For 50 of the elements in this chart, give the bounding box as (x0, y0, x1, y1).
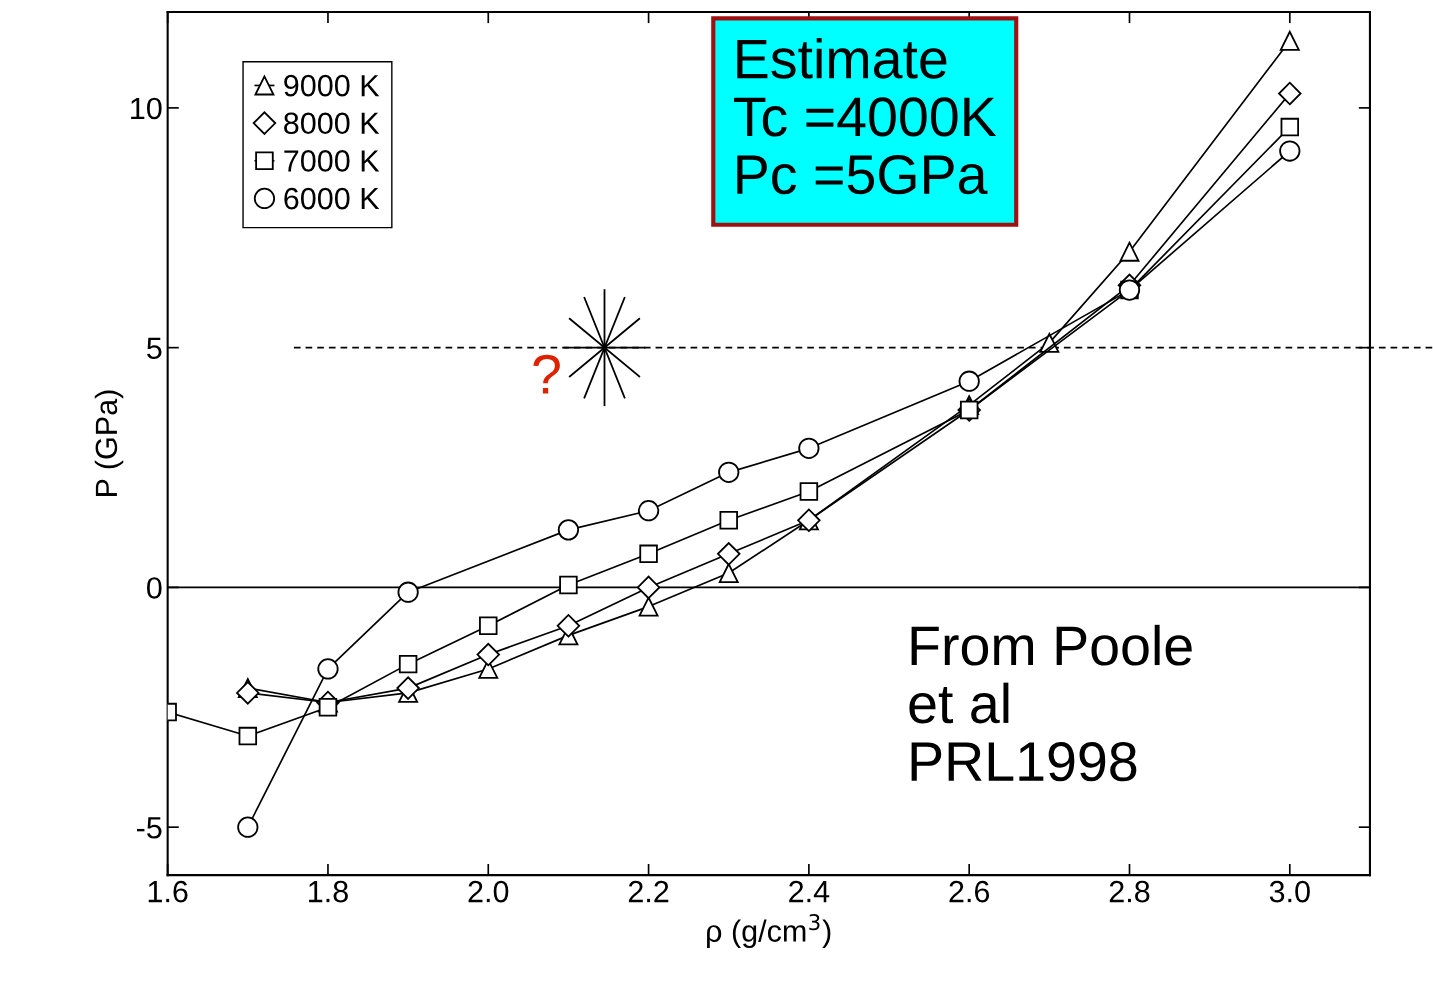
point (958, 370, 980, 392)
point (318, 698, 338, 717)
point (238, 726, 258, 746)
point (396, 676, 420, 700)
x-tick-label: 1.8 (309, 880, 348, 903)
y-axis-title: P (GPa) (94, 390, 124, 496)
point (1119, 241, 1140, 262)
point (556, 614, 581, 638)
point (718, 563, 739, 583)
point (397, 581, 419, 603)
legend-label: 9000 K (284, 74, 380, 97)
point (798, 437, 820, 459)
point (317, 658, 339, 680)
point (479, 616, 498, 636)
point (799, 482, 819, 501)
legend-label: 6000 K (284, 187, 380, 210)
x-axis-title: ρ (g/cm$^{3}$) (707, 914, 831, 948)
point (1278, 81, 1302, 106)
point (718, 461, 740, 483)
x-tick-label: 1.6 (148, 880, 188, 903)
point (638, 596, 659, 617)
annotation: From Poole et al PRL1998 (909, 624, 1192, 782)
legend-label: 7000 K (284, 150, 380, 172)
point (476, 642, 500, 667)
point (637, 500, 660, 522)
x-tick-label: 3.0 (1269, 880, 1310, 903)
y-tick-label: -5 (136, 817, 162, 839)
x-tick-label: 2.2 (628, 880, 669, 903)
point (1280, 117, 1300, 137)
y-tick-label: 0 (147, 577, 162, 599)
point (559, 575, 578, 595)
point (636, 575, 661, 600)
point (557, 519, 580, 541)
point (1279, 140, 1301, 162)
point (398, 654, 418, 674)
y-tick-label: 10 (131, 97, 162, 120)
point (717, 542, 741, 566)
point (639, 544, 658, 564)
point (236, 681, 260, 705)
annotation: ? (533, 354, 560, 394)
x-tick-label: 2.8 (1109, 880, 1150, 903)
legend-label: 8000 K (284, 112, 380, 135)
y-tick-label: 5 (147, 337, 162, 360)
x-tick-label: 2.4 (789, 880, 830, 903)
annotation: Estimate Tc =4000K Pc =5GPa (733, 37, 997, 195)
point (719, 511, 738, 530)
x-tick-label: 2.6 (949, 880, 990, 903)
point (1279, 30, 1300, 51)
x-tick-label: 2.0 (468, 880, 509, 903)
point (237, 816, 259, 838)
